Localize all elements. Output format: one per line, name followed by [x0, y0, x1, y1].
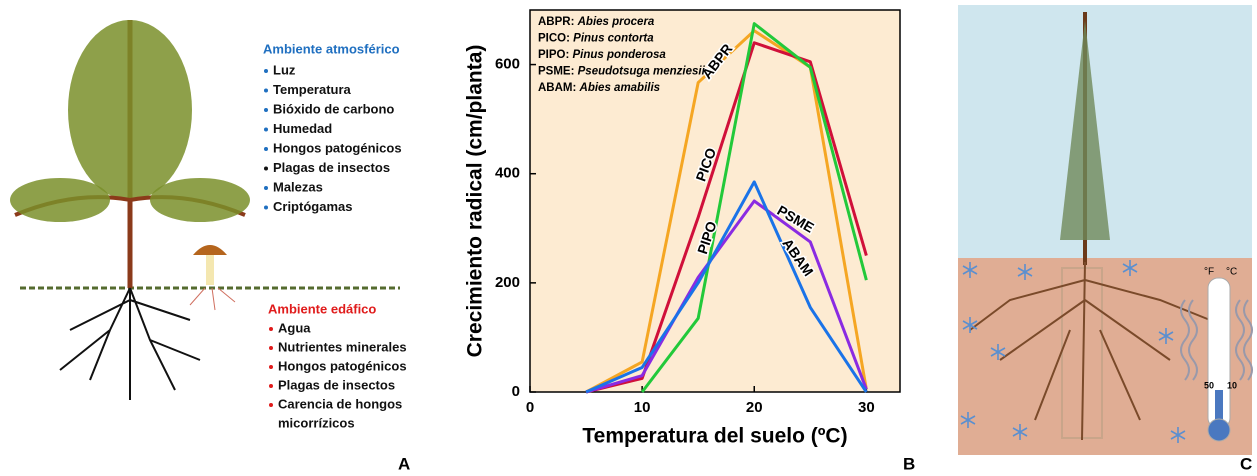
x-axis-label: Temperatura del suelo (ºC): [582, 425, 847, 448]
panel-letter: A: [398, 454, 410, 473]
foliage: [1060, 20, 1110, 240]
legend-separator: :: [566, 33, 573, 45]
foliage: [10, 178, 110, 222]
x-tick-label: 20: [746, 399, 763, 416]
legend-species: Pinus contorta: [573, 33, 654, 45]
list-item: Luz: [273, 62, 296, 77]
x-tick-label: 0: [526, 399, 534, 416]
legend-entry: ABPR: Abies procera: [538, 16, 655, 28]
thermometer-bulb: [1207, 418, 1231, 442]
legend-species: Abies amabilis: [579, 82, 661, 94]
legend-species: Abies procera: [577, 16, 655, 28]
celsius-mark: 10: [1227, 380, 1237, 390]
list-item: Plagas de insectos: [273, 160, 390, 175]
legend-separator: :: [571, 16, 578, 28]
cold-waves: [1180, 299, 1253, 381]
legend-separator: :: [571, 66, 578, 78]
list-item: Nutrientes minerales: [278, 339, 407, 354]
foliage: [150, 178, 250, 222]
list-item: Bióxido de carbono: [273, 101, 394, 116]
tree-illustration-c: °F °C 50 10: [958, 5, 1253, 455]
plot-area: [529, 9, 901, 393]
series-line: [585, 29, 868, 394]
soil: [958, 258, 1252, 455]
bullet: [269, 346, 273, 350]
bullet: [264, 127, 268, 132]
legend-separator: :: [573, 82, 580, 94]
hyphae: [189, 287, 236, 311]
mushroom-cap: [193, 245, 227, 255]
mushroom-stem: [206, 255, 214, 285]
series-line: [585, 199, 868, 394]
bullet: [264, 186, 268, 190]
list-item: Malezas: [273, 179, 323, 194]
fahrenheit-label: °F: [1204, 267, 1214, 278]
list-item: Plagas de insectos: [278, 377, 395, 392]
bullet: [269, 403, 273, 407]
series-line: [640, 22, 868, 393]
panel-letter: C: [1240, 454, 1252, 473]
bullet: [269, 327, 273, 331]
list-item: Hongos patogénicos: [273, 140, 402, 155]
tree-illustration-a: [10, 20, 400, 400]
list-item: Carencia de hongos: [278, 396, 402, 411]
bullet: [264, 69, 268, 73]
legend-code: PSME: [538, 66, 571, 78]
legend-separator: :: [565, 49, 572, 61]
legend-entry: ABAM: Abies amabilis: [538, 82, 660, 94]
fahrenheit-mark: 50: [1204, 380, 1214, 390]
bullet: [269, 365, 273, 369]
bullet: [264, 205, 268, 210]
list-item: micorrízicos: [278, 415, 355, 430]
celsius-label: °C: [1226, 267, 1237, 278]
legend-code: ABPR: [538, 16, 571, 28]
panel-letter: B: [903, 454, 915, 473]
legend-entry: PICO: Pinus contorta: [538, 33, 654, 45]
list-item: Criptógamas: [273, 199, 352, 214]
legend-species: Pinus ponderosa: [573, 49, 667, 61]
bullet: [264, 108, 268, 112]
y-tick-label: 200: [495, 274, 520, 291]
list-title: Ambiente atmosférico: [263, 41, 400, 56]
x-tick-label: 10: [634, 399, 651, 416]
bullet: [264, 88, 268, 93]
list-title: Ambiente edáfico: [268, 301, 376, 316]
x-tick-label: 30: [858, 399, 875, 416]
y-tick-label: 0: [512, 383, 520, 400]
legend-entry: PIPO: Pinus ponderosa: [538, 49, 666, 61]
list-item: Humedad: [273, 121, 332, 136]
series-line: [585, 41, 868, 394]
roots: [969, 261, 1211, 441]
list-item: Hongos patogénicos: [278, 358, 407, 373]
bullet: [264, 147, 268, 151]
bullet: [264, 166, 268, 171]
y-axis-label: Crecimiento radical (cm/planta): [464, 45, 487, 358]
legend-species: Pseudotsuga menziesii: [578, 66, 706, 78]
legend-code: PICO: [538, 33, 566, 45]
legend-code: ABAM: [538, 82, 573, 94]
y-tick-label: 600: [495, 56, 520, 73]
bullet: [269, 384, 273, 388]
thermometer-fluid: [1215, 390, 1223, 428]
y-tick-label: 400: [495, 165, 520, 182]
series-line: [585, 180, 868, 394]
legend-entry: PSME: Pseudotsuga menziesii: [538, 66, 706, 78]
list-item: Agua: [278, 320, 311, 335]
legend-code: PIPO: [538, 49, 566, 61]
roots: [59, 287, 201, 400]
list-item: Temperatura: [273, 82, 352, 97]
foliage: [68, 20, 192, 200]
